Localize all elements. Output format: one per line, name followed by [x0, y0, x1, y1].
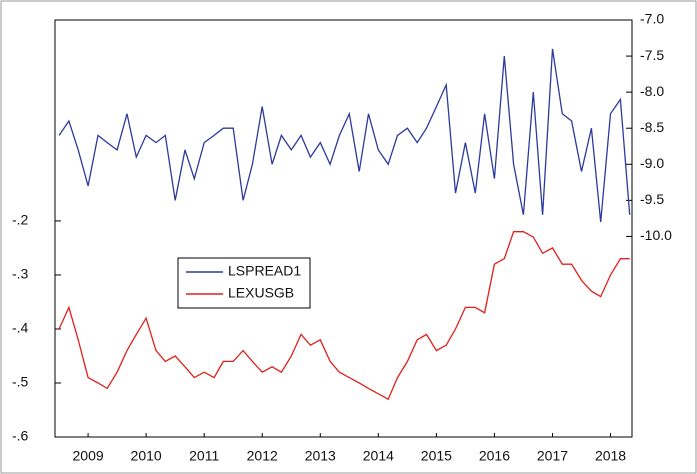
- series-line: [58, 48, 631, 223]
- y2-tick-label: -7.5: [640, 47, 664, 63]
- x-tick-label: 2011: [189, 448, 219, 464]
- x-tick-label: 2012: [247, 448, 278, 464]
- y-tick-label: -.5: [12, 374, 29, 390]
- y-tick-label: -.3: [12, 266, 29, 282]
- y2-tick-label: -9.0: [640, 155, 664, 171]
- x-tick-label: 2013: [305, 448, 336, 464]
- x-tick-label: 2016: [479, 448, 510, 464]
- y2-tick-label: -8.5: [640, 119, 664, 135]
- x-tick-label: 2010: [131, 448, 162, 464]
- legend-label: LEXUSGB: [228, 285, 294, 301]
- y2-tick-label: -7.0: [640, 11, 664, 27]
- legend-box: [177, 257, 311, 309]
- series-line: [58, 231, 630, 401]
- y2-tick-label: -10.0: [640, 227, 672, 243]
- y-tick-label: -.2: [12, 212, 29, 228]
- x-tick-label: 2018: [595, 448, 626, 464]
- plot-frame: [54, 19, 633, 438]
- y-tick-label: -.4: [12, 320, 29, 336]
- x-tick-label: 2014: [363, 448, 394, 464]
- legend-label: LSPREAD1: [228, 263, 301, 279]
- x-tick-label: 2017: [537, 448, 568, 464]
- x-tick-label: 2009: [73, 448, 104, 464]
- y2-tick-label: -8.0: [640, 83, 664, 99]
- y2-tick-label: -9.5: [640, 191, 664, 207]
- x-tick-label: 2015: [421, 448, 452, 464]
- y-tick-label: -.6: [12, 428, 29, 444]
- legend: LSPREAD1 LEXUSGB: [177, 257, 311, 309]
